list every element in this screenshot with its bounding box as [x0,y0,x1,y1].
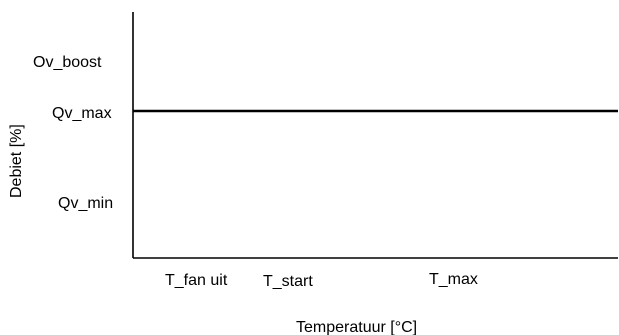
x-tick-label-t-fan-uit: T_fan uit [165,272,228,289]
x-tick-label-t-start: T_start [263,273,313,290]
y-tick-label-ov-boost: Ov_boost [33,54,102,71]
x-tick-label-t-max: T_max [429,271,478,288]
y-tick-label-qv-min: Qv_min [58,195,113,212]
x-axis-title: Temperatuur [°C] [296,319,417,335]
y-axis-title: Debiet [%] [8,124,25,198]
y-tick-label-qv-max: Qv_max [52,105,112,122]
